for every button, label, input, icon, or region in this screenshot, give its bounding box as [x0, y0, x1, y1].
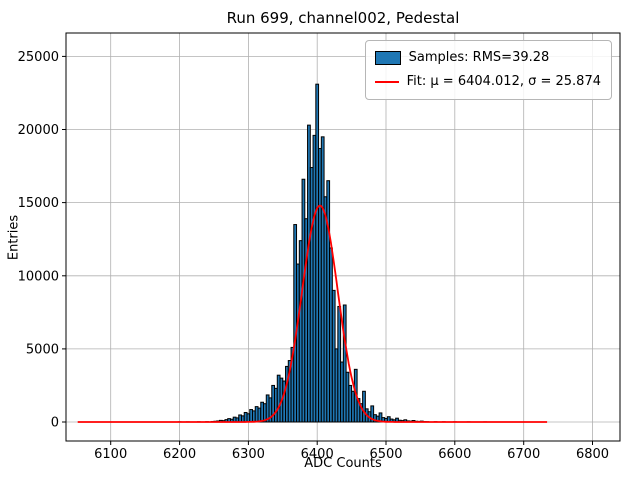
svg-text:6300: 6300	[232, 447, 265, 462]
svg-text:10000: 10000	[18, 269, 59, 284]
legend-samples-label: Samples: RMS=39.28	[408, 50, 550, 65]
svg-text:6500: 6500	[369, 447, 402, 462]
x-axis-label: ADC Counts	[304, 456, 382, 471]
legend-fit-label: Fit: μ = 6404.012, σ = 25.874	[406, 74, 601, 90]
svg-text:6700: 6700	[507, 447, 540, 462]
chart-title: Run 699, channel002, Pedestal	[226, 9, 460, 27]
svg-text:0: 0	[51, 416, 59, 431]
svg-text:25000: 25000	[18, 50, 59, 65]
legend: Samples: RMS=39.28 Fit: μ = 6404.012, σ …	[364, 40, 612, 101]
svg-text:15000: 15000	[18, 196, 59, 211]
svg-text:5000: 5000	[26, 342, 59, 357]
svg-text:6200: 6200	[163, 447, 196, 462]
legend-item-samples: Samples: RMS=39.28	[374, 48, 601, 68]
svg-text:6100: 6100	[94, 447, 127, 462]
histogram-swatch-icon	[374, 51, 401, 66]
svg-text:6600: 6600	[438, 447, 471, 462]
legend-item-fit: Fit: μ = 6404.012, σ = 25.874	[374, 72, 601, 92]
svg-text:20000: 20000	[18, 123, 59, 138]
svg-text:6400: 6400	[301, 447, 334, 462]
svg-text:6800: 6800	[576, 447, 609, 462]
fit-line-swatch-icon	[374, 81, 399, 84]
